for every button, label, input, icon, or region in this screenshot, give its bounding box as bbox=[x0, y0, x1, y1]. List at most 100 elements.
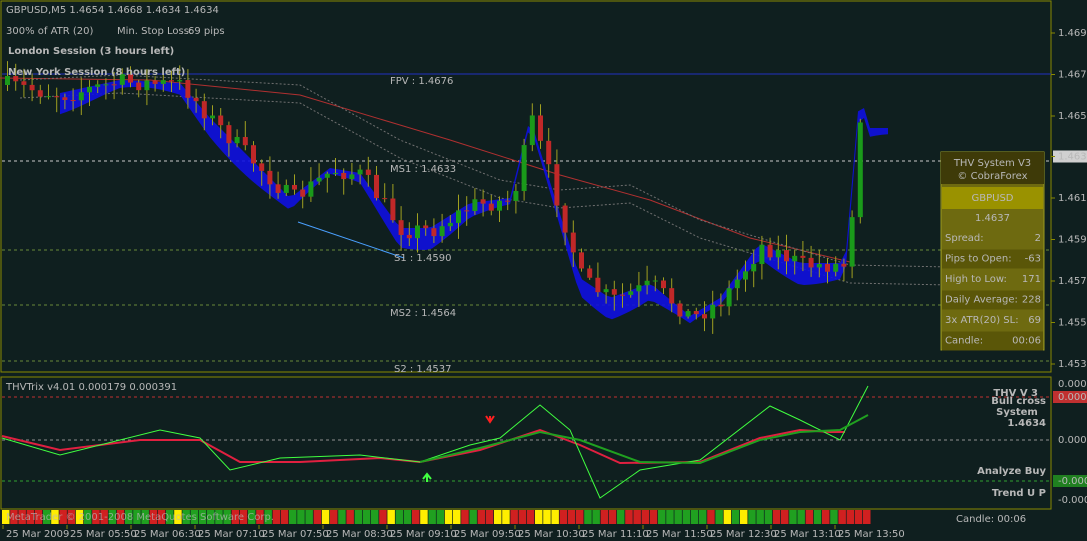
price-axis-label: 1.4575 bbox=[1058, 276, 1087, 287]
panel-price: 1.4637 bbox=[975, 213, 1010, 224]
indicator-green-fast bbox=[1, 385, 869, 499]
candle-body bbox=[251, 145, 256, 164]
arrow-down bbox=[485, 415, 495, 424]
trend-block bbox=[34, 510, 43, 524]
session: New York Session (8 hours left) bbox=[8, 67, 185, 78]
trend-block bbox=[469, 510, 477, 524]
candle-body bbox=[595, 277, 601, 293]
trend-block bbox=[198, 510, 207, 524]
session: London Session (3 hours left) bbox=[8, 46, 174, 57]
panel-row-bg bbox=[942, 249, 1043, 269]
candle-body bbox=[849, 217, 855, 267]
candle-body bbox=[464, 210, 470, 212]
time-label: 25 Mar 11:10 bbox=[582, 529, 649, 540]
panel-row-value: 69 bbox=[1028, 315, 1041, 326]
panel-row-bg bbox=[942, 290, 1043, 310]
trend-block bbox=[207, 510, 215, 524]
candle-body bbox=[103, 84, 109, 86]
candle-body bbox=[308, 181, 314, 197]
time-label: 25 Mar 12:30 bbox=[710, 529, 777, 540]
time-label: 25 Mar 11:50 bbox=[646, 529, 713, 540]
panel-title: THV System V3 bbox=[953, 158, 1031, 169]
candle-body bbox=[283, 184, 289, 193]
candle-body bbox=[693, 311, 699, 315]
trend-block bbox=[157, 510, 166, 524]
trend-block bbox=[731, 510, 740, 524]
atr-info: 300% of ATR (20) bbox=[6, 26, 94, 37]
time-label: 25 Mar 09:10 bbox=[390, 529, 457, 540]
trend-block bbox=[215, 510, 223, 524]
indicator-frame bbox=[0, 376, 1052, 510]
candle-body bbox=[406, 234, 412, 239]
trend-block bbox=[133, 510, 141, 524]
candle-body bbox=[644, 280, 650, 286]
trend-block bbox=[51, 510, 59, 524]
trend-block bbox=[141, 510, 149, 524]
panel-credit: © CobraForex bbox=[957, 171, 1027, 182]
candle-body bbox=[95, 84, 101, 87]
trend-block bbox=[321, 510, 330, 524]
panel-symbol: GBPUSD bbox=[971, 193, 1013, 204]
price-axis-label: 1.4555 bbox=[1058, 318, 1087, 329]
price-axis-label: 1.4655 bbox=[1058, 111, 1087, 122]
trend-block bbox=[494, 510, 502, 524]
candle-body bbox=[5, 76, 10, 85]
level-label: MS1 : 1.4633 bbox=[390, 164, 456, 175]
candle-body bbox=[201, 101, 207, 119]
indicator-title: THVTrix v4.01 0.000179 0.000391 bbox=[5, 382, 177, 393]
time-label: 25 Mar 05:50 bbox=[70, 529, 137, 540]
candle-body bbox=[636, 285, 642, 292]
candle-body bbox=[78, 92, 84, 101]
trend-block bbox=[330, 510, 338, 524]
time-label: 25 Mar 10:30 bbox=[518, 529, 585, 540]
candle-body bbox=[841, 263, 847, 267]
trend-block bbox=[551, 510, 559, 524]
candle-body bbox=[570, 232, 576, 253]
trend-block bbox=[822, 510, 830, 524]
overlay-price: 1.4634 bbox=[1007, 418, 1046, 429]
candle-body bbox=[726, 288, 732, 307]
candle-body bbox=[784, 250, 789, 262]
candle-body bbox=[423, 225, 429, 229]
price-axis-label: 1.4695 bbox=[1058, 28, 1087, 39]
trend-block bbox=[84, 510, 92, 524]
trend-block bbox=[313, 510, 322, 524]
candle-body bbox=[226, 125, 232, 144]
trend-block bbox=[190, 510, 199, 524]
candle-body bbox=[587, 268, 593, 278]
trend-block bbox=[436, 510, 445, 524]
trend-block bbox=[108, 510, 117, 524]
trend-block bbox=[764, 510, 773, 524]
trend-block bbox=[26, 510, 35, 524]
candle-body bbox=[242, 136, 248, 146]
candle-body bbox=[21, 81, 27, 85]
trend-block bbox=[592, 510, 600, 524]
trend-block bbox=[502, 510, 510, 524]
indicator-axis-box bbox=[1053, 475, 1087, 487]
candle-body bbox=[472, 199, 478, 212]
trend-block bbox=[608, 510, 617, 524]
candle-body bbox=[267, 170, 273, 185]
trend-block bbox=[740, 510, 748, 524]
trend-block bbox=[223, 510, 231, 524]
trend-block bbox=[846, 510, 855, 524]
candle-body bbox=[767, 244, 773, 258]
trend-block bbox=[567, 510, 576, 524]
trend-block bbox=[461, 510, 469, 524]
candle-body bbox=[505, 200, 511, 202]
overlay-analyze: Analyze Buy bbox=[977, 466, 1046, 477]
trend-block bbox=[272, 510, 281, 524]
trend-block bbox=[75, 510, 84, 524]
candle-body bbox=[669, 288, 675, 304]
candle-body bbox=[710, 304, 716, 319]
trend-block bbox=[2, 510, 10, 524]
indicator-axis-label: -0.0003 bbox=[1058, 476, 1087, 487]
trend-block bbox=[297, 510, 305, 524]
trend-block bbox=[18, 510, 26, 524]
trend-block bbox=[576, 510, 584, 524]
panel-row-label: Candle: bbox=[945, 336, 983, 347]
panel-row-label: Daily Average: bbox=[945, 295, 1018, 306]
footer-candle: Candle: 00:06 bbox=[956, 514, 1026, 525]
moving-average bbox=[0, 77, 851, 263]
